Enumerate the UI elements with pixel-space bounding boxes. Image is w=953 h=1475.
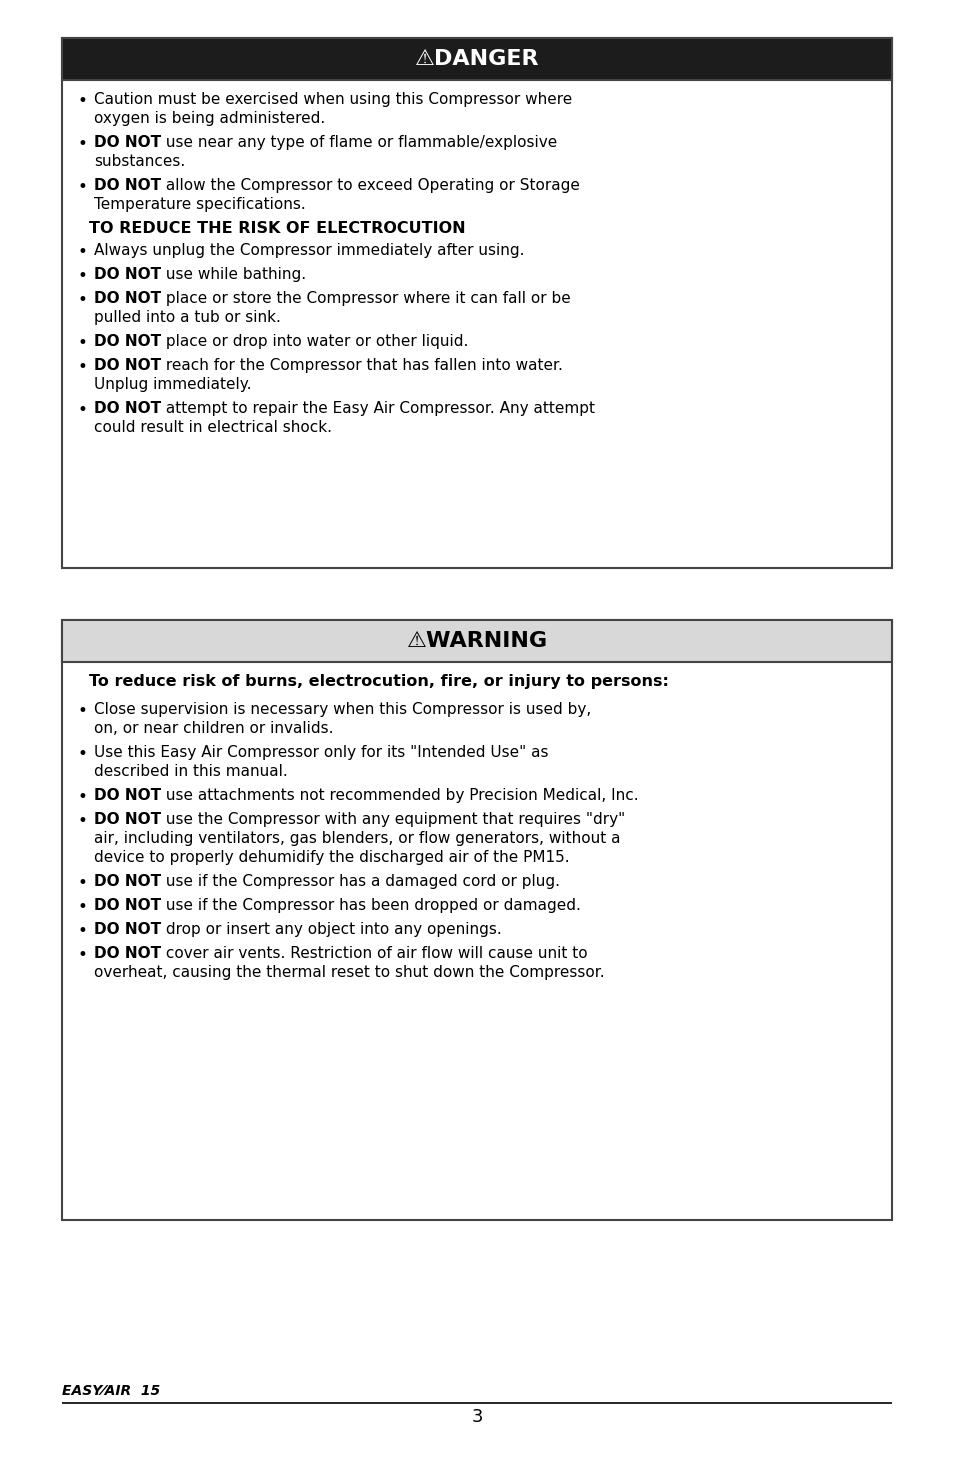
- Text: DO NOT: DO NOT: [94, 875, 161, 889]
- Text: use if the Compressor has been dropped or damaged.: use if the Compressor has been dropped o…: [161, 898, 580, 913]
- Text: •: •: [78, 788, 88, 805]
- Text: DO NOT: DO NOT: [94, 401, 161, 416]
- Text: substances.: substances.: [94, 153, 185, 170]
- Text: •: •: [78, 136, 88, 153]
- Text: •: •: [78, 875, 88, 892]
- Text: ⚠WARNING: ⚠WARNING: [406, 631, 547, 650]
- Text: EASY⁄AIR  15: EASY⁄AIR 15: [62, 1384, 160, 1398]
- Text: Unplug immediately.: Unplug immediately.: [94, 378, 252, 392]
- Text: •: •: [78, 243, 88, 261]
- Text: DO NOT: DO NOT: [94, 922, 161, 937]
- Text: •: •: [78, 898, 88, 916]
- Bar: [62, 38, 891, 80]
- Text: •: •: [78, 333, 88, 353]
- Text: •: •: [78, 401, 88, 419]
- Text: DO NOT: DO NOT: [94, 358, 161, 373]
- Text: DO NOT: DO NOT: [94, 945, 161, 962]
- Text: use if the Compressor has a damaged cord or plug.: use if the Compressor has a damaged cord…: [161, 875, 559, 889]
- Text: •: •: [78, 813, 88, 830]
- Text: place or store the Compressor where it can fall or be: place or store the Compressor where it c…: [161, 291, 570, 305]
- Text: DO NOT: DO NOT: [94, 291, 161, 305]
- Text: overheat, causing the thermal reset to shut down the Compressor.: overheat, causing the thermal reset to s…: [94, 965, 604, 979]
- Text: •: •: [78, 945, 88, 965]
- Text: drop or insert any object into any openings.: drop or insert any object into any openi…: [161, 922, 501, 937]
- Text: To reduce risk of burns, electrocution, fire, or injury to persons:: To reduce risk of burns, electrocution, …: [89, 674, 668, 689]
- Text: pulled into a tub or sink.: pulled into a tub or sink.: [94, 310, 280, 324]
- Text: Always unplug the Compressor immediately after using.: Always unplug the Compressor immediately…: [94, 243, 524, 258]
- Text: on, or near children or invalids.: on, or near children or invalids.: [94, 721, 334, 736]
- Text: 3: 3: [471, 1409, 482, 1426]
- Text: Caution must be exercised when using this Compressor where: Caution must be exercised when using thi…: [94, 91, 572, 108]
- Bar: [62, 620, 891, 1220]
- Text: use the Compressor with any equipment that requires "dry": use the Compressor with any equipment th…: [161, 813, 625, 827]
- Text: allow the Compressor to exceed Operating or Storage: allow the Compressor to exceed Operating…: [161, 178, 579, 193]
- Text: DO NOT: DO NOT: [94, 333, 161, 350]
- Text: cover air vents. Restriction of air flow will cause unit to: cover air vents. Restriction of air flow…: [161, 945, 587, 962]
- Text: DO NOT: DO NOT: [94, 813, 161, 827]
- Text: use near any type of flame or flammable/explosive: use near any type of flame or flammable/…: [161, 136, 557, 150]
- Bar: [62, 38, 891, 568]
- Text: could result in electrical shock.: could result in electrical shock.: [94, 420, 332, 435]
- Text: DO NOT: DO NOT: [94, 178, 161, 193]
- Text: place or drop into water or other liquid.: place or drop into water or other liquid…: [161, 333, 468, 350]
- Text: described in this manual.: described in this manual.: [94, 764, 288, 779]
- Text: Close supervision is necessary when this Compressor is used by,: Close supervision is necessary when this…: [94, 702, 591, 717]
- Text: •: •: [78, 358, 88, 376]
- Text: reach for the Compressor that has fallen into water.: reach for the Compressor that has fallen…: [161, 358, 562, 373]
- Text: •: •: [78, 745, 88, 763]
- Text: device to properly dehumidify the discharged air of the PM15.: device to properly dehumidify the discha…: [94, 850, 569, 864]
- Text: air, including ventilators, gas blenders, or flow generators, without a: air, including ventilators, gas blenders…: [94, 830, 619, 847]
- Text: •: •: [78, 91, 88, 111]
- Text: use while bathing.: use while bathing.: [161, 267, 306, 282]
- Text: DO NOT: DO NOT: [94, 898, 161, 913]
- Text: DO NOT: DO NOT: [94, 788, 161, 802]
- Text: attempt to repair the Easy Air Compressor. Any attempt: attempt to repair the Easy Air Compresso…: [161, 401, 595, 416]
- Bar: [62, 620, 891, 662]
- Text: DO NOT: DO NOT: [94, 267, 161, 282]
- Text: TO REDUCE THE RISK OF ELECTROCUTION: TO REDUCE THE RISK OF ELECTROCUTION: [89, 221, 465, 236]
- Text: oxygen is being administered.: oxygen is being administered.: [94, 111, 325, 125]
- Text: DO NOT: DO NOT: [94, 136, 161, 150]
- Text: •: •: [78, 178, 88, 196]
- Text: Use this Easy Air Compressor only for its "Intended Use" as: Use this Easy Air Compressor only for it…: [94, 745, 548, 760]
- Text: •: •: [78, 922, 88, 940]
- Text: ⚠DANGER: ⚠DANGER: [415, 49, 538, 69]
- Text: •: •: [78, 267, 88, 285]
- Text: •: •: [78, 291, 88, 308]
- Text: •: •: [78, 702, 88, 720]
- Text: Temperature specifications.: Temperature specifications.: [94, 198, 305, 212]
- Text: use attachments not recommended by Precision Medical, Inc.: use attachments not recommended by Preci…: [161, 788, 639, 802]
